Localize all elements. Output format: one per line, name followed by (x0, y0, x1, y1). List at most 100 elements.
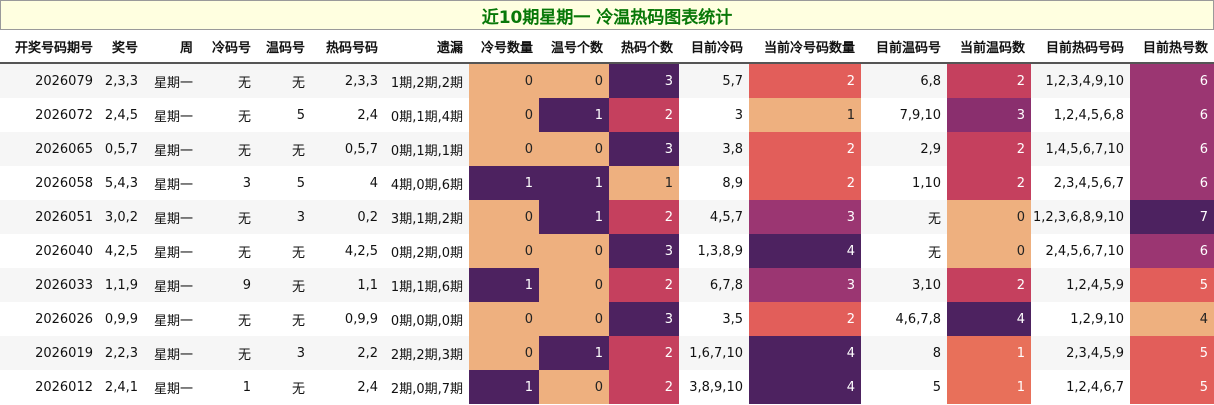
table-cell: 2026051 (0, 200, 99, 234)
table-cell: 无 (199, 234, 257, 268)
table-cell: 0期,0期,0期 (384, 302, 469, 336)
table-cell: 3 (749, 200, 861, 234)
table-cell: 1,2,4,5,9 (1031, 268, 1130, 302)
table-cell: 5 (257, 98, 311, 132)
table-cell: 0,5,7 (311, 132, 384, 166)
column-header: 目前冷码 (679, 30, 749, 64)
table-cell: 2期,0期,7期 (384, 370, 469, 404)
table-cell: 1期,1期,6期 (384, 268, 469, 302)
table-cell: 3 (609, 63, 679, 98)
table-cell: 1,2,9,10 (1031, 302, 1130, 336)
table-cell: 1 (947, 336, 1031, 370)
table-cell: 4 (749, 370, 861, 404)
table-cell: 4 (947, 302, 1031, 336)
table-cell: 0 (469, 98, 539, 132)
table-cell: 2,4,5 (99, 98, 144, 132)
column-header: 温码号 (257, 30, 311, 64)
table-cell: 0 (469, 336, 539, 370)
table-cell: 7,9,10 (861, 98, 947, 132)
table-cell: 7 (1130, 200, 1214, 234)
table-row: 2026058 5,4,3 星期一 3 5 4 4期,0期,6期 1 1 1 8,9 2 1,10 2 2,… (0, 166, 1214, 200)
table-cell: 2026072 (0, 98, 99, 132)
header-row: 开奖号码期号 奖号周冷码号 温码号 热码号码 遗漏 冷号数量 温号个数 热码个数 目前冷码 当前冷… (0, 30, 1214, 64)
column-header: 热码个数 (609, 30, 679, 64)
column-header: 奖号 (99, 30, 144, 64)
table-cell: 0期,1期,4期 (384, 98, 469, 132)
table-cell: 2 (947, 63, 1031, 98)
table-cell: 星期一 (144, 132, 199, 166)
table-cell: 无 (257, 132, 311, 166)
table-cell: 9 (199, 268, 257, 302)
table-cell: 星期一 (144, 166, 199, 200)
table-cell: 4 (749, 234, 861, 268)
table-row: 2026033 1,1,9 星期一 9 无 1,1 1期,1期,6期 1 0 2 6,7,8 3 3,1… (0, 268, 1214, 302)
table-cell: 5 (1130, 370, 1214, 404)
column-header: 热码号码 (311, 30, 384, 64)
table-cell: 无 (199, 336, 257, 370)
table-cell: 2026033 (0, 268, 99, 302)
table-cell: 1,2,3,4,9,10 (1031, 63, 1130, 98)
table-cell: 1 (539, 166, 609, 200)
table-cell: 6 (1130, 234, 1214, 268)
column-header: 温号个数 (539, 30, 609, 64)
table-cell: 0 (469, 200, 539, 234)
table-cell: 无 (257, 370, 311, 404)
table-cell: 2026040 (0, 234, 99, 268)
table-cell: 4,5,7 (679, 200, 749, 234)
table-cell: 5 (257, 166, 311, 200)
table-cell: 0,5,7 (99, 132, 144, 166)
table-row: 2026079 2,3,3 星期一无无 2,3,3 1期,2期,2期 0 0 3 5,7 2 6,8… (0, 63, 1214, 98)
table-cell: 1 (609, 166, 679, 200)
table-cell: 无 (199, 200, 257, 234)
table-cell: 5 (1130, 336, 1214, 370)
table-cell: 2,9 (861, 132, 947, 166)
table-cell: 3,5 (679, 302, 749, 336)
table-cell: 3 (199, 166, 257, 200)
table-cell: 3 (609, 302, 679, 336)
table-cell: 星期一 (144, 370, 199, 404)
table-cell: 6,7,8 (679, 268, 749, 302)
table-cell: 0 (539, 234, 609, 268)
table-cell: 2 (947, 166, 1031, 200)
table-cell: 3 (257, 200, 311, 234)
column-header: 当前冷号码数量 (749, 30, 861, 64)
table-cell: 星期一 (144, 98, 199, 132)
table-cell: 无 (199, 98, 257, 132)
table-cell: 3期,1期,2期 (384, 200, 469, 234)
table-row: 2026065 0,5,7 星期一无无 0,5,7 0期,1期,1期 0 0 3 3,8 2 2,9… (0, 132, 1214, 166)
table-cell: 2期,2期,3期 (384, 336, 469, 370)
column-header: 冷号数量 (469, 30, 539, 64)
table-cell: 1,2,4,5,6,8 (1031, 98, 1130, 132)
table-cell: 6 (1130, 98, 1214, 132)
table-cell: 5,7 (679, 63, 749, 98)
table-cell: 2,4 (311, 370, 384, 404)
table-body: 2026079 2,3,3 星期一无无 2,3,3 1期,2期,2期 0 0 3 5,7 2 6,8… (0, 63, 1214, 404)
table-cell: 2 (749, 132, 861, 166)
table-cell: 2,4,1 (99, 370, 144, 404)
table-cell: 无 (861, 200, 947, 234)
table-cell: 2 (609, 200, 679, 234)
table-cell: 1,2,4,6,7 (1031, 370, 1130, 404)
table-row: 2026051 3,0,2 星期一无 3 0,2 3期,1期,2期 0 1 2 4,5,7 3 无 0 1… (0, 200, 1214, 234)
table-cell: 无 (257, 63, 311, 98)
table-cell: 星期一 (144, 63, 199, 98)
table-cell: 2,2,3 (99, 336, 144, 370)
table-cell: 星期一 (144, 302, 199, 336)
table-row: 2026072 2,4,5 星期一无 5 2,4 0期,1期,4期 0 1 2 3 1 7,9,10 3… (0, 98, 1214, 132)
table-cell: 3 (947, 98, 1031, 132)
table-cell: 6,8 (861, 63, 947, 98)
table-cell: 1,6,7,10 (679, 336, 749, 370)
table-cell: 无 (861, 234, 947, 268)
table-cell: 0,2 (311, 200, 384, 234)
table-cell: 0 (539, 370, 609, 404)
table-cell: 3,8,9,10 (679, 370, 749, 404)
table-cell: 2 (749, 166, 861, 200)
table-cell: 0 (469, 302, 539, 336)
table-cell: 2,4,5,6,7,10 (1031, 234, 1130, 268)
table-cell: 6 (1130, 132, 1214, 166)
table-cell: 3 (609, 132, 679, 166)
table-cell: 6 (1130, 166, 1214, 200)
table-cell: 无 (199, 132, 257, 166)
table-cell: 2,3,4,5,9 (1031, 336, 1130, 370)
column-header: 遗漏 (384, 30, 469, 64)
